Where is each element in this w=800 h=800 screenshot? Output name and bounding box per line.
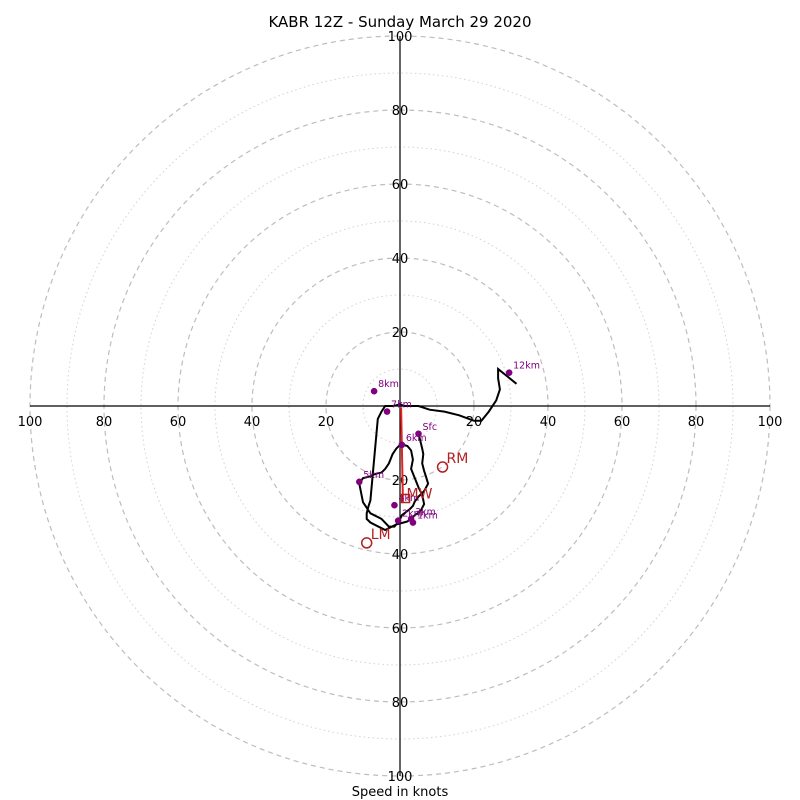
axis-spines <box>30 36 770 776</box>
tick-labels: 100 80 60 40 20 20 40 60 80 100 100 80 60 40 20 20 40 60 8… <box>18 30 783 785</box>
height-marker-2km <box>394 517 402 524</box>
storm-marker-MW <box>400 493 411 504</box>
x-tick-label: 60 <box>614 415 631 430</box>
x-tick-label: 80 <box>688 415 705 430</box>
height-label-5km: 5km <box>363 470 384 481</box>
chart-title: KABR 12Z - Sunday March 29 2020 <box>268 13 531 31</box>
height-marker-5km <box>356 478 363 486</box>
x-tick-label: 60 <box>170 415 187 430</box>
x-tick-label: 100 <box>18 415 43 430</box>
height-marker-Sfc <box>415 430 422 438</box>
height-label-6km: 6km <box>406 433 427 444</box>
storm-label-LM: LM <box>371 527 391 543</box>
storm-motion-markers: RM LM MW <box>360 451 469 549</box>
height-marker-7km <box>383 408 391 415</box>
y-tick-label: 60 <box>392 622 409 637</box>
height-marker-4km <box>391 501 398 509</box>
bulk-shear-vector <box>400 407 404 503</box>
y-tick-label: 100 <box>388 30 413 45</box>
x-tick-label: 100 <box>758 415 783 430</box>
storm-label-RM: RM <box>447 451 469 467</box>
height-label-3km: 3km <box>415 507 436 518</box>
hodograph-series <box>358 366 518 532</box>
x-tick-label: 80 <box>96 415 113 430</box>
height-label-1km: 1km <box>417 511 438 522</box>
x-axis-label: Speed in knots <box>352 785 449 800</box>
height-marker-3km <box>407 515 415 523</box>
y-tick-label: 80 <box>392 696 409 711</box>
height-label-7km: 7km <box>391 400 412 411</box>
y-tick-label: 80 <box>392 104 409 119</box>
hodograph-line <box>358 366 518 532</box>
x-tick-label: 40 <box>540 415 557 430</box>
y-tick-label: 60 <box>392 178 409 193</box>
x-tick-label: 20 <box>318 415 335 430</box>
y-tick-label: 20 <box>392 474 409 489</box>
y-tick-label: 20 <box>392 326 409 341</box>
height-label-8km: 8km <box>378 379 399 390</box>
height-marker-6km <box>398 441 406 449</box>
y-tick-label: 40 <box>392 252 409 267</box>
y-tick-label: 40 <box>392 548 409 563</box>
height-label-12km: 12km <box>513 361 540 372</box>
height-marker-12km <box>505 369 513 377</box>
storm-marker-RM <box>436 461 449 473</box>
height-marker-8km <box>370 387 378 395</box>
storm-marker-LM <box>360 537 373 549</box>
x-tick-label: 40 <box>244 415 261 430</box>
x-tick-label: 20 <box>466 415 483 430</box>
storm-label-MW: MW <box>407 487 433 503</box>
height-label-Sfc: Sfc <box>423 422 438 433</box>
y-tick-label: 100 <box>388 770 413 785</box>
height-label-2km: 2km <box>402 509 423 520</box>
